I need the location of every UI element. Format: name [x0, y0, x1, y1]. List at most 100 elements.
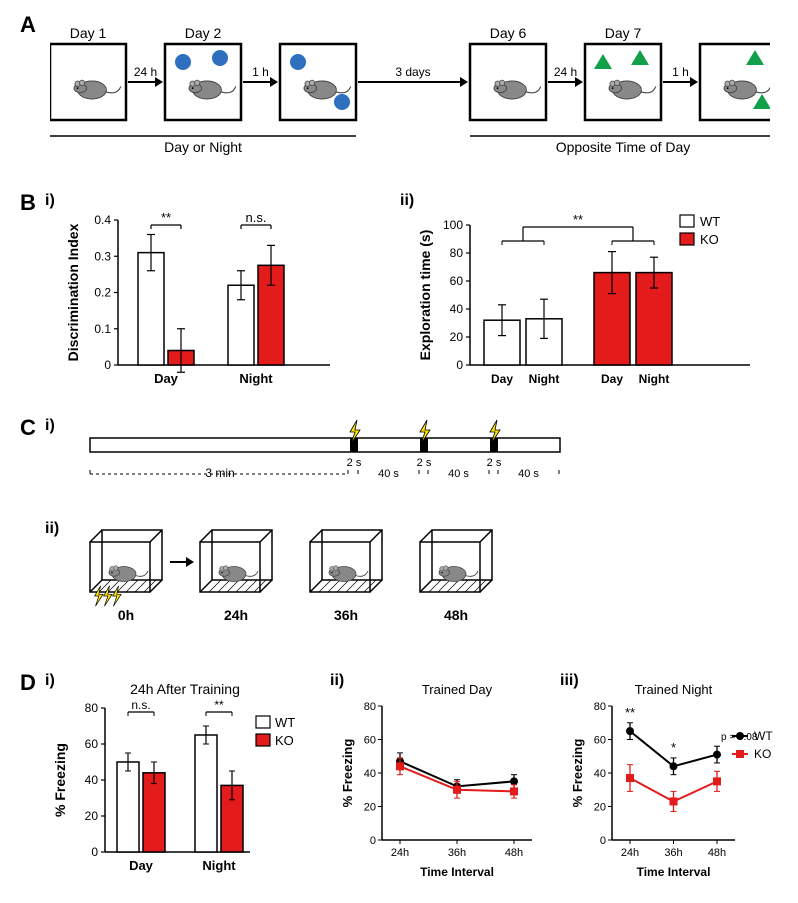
svg-text:Day 2: Day 2	[185, 25, 222, 41]
svg-text:40 s: 40 s	[378, 468, 399, 480]
svg-text:WT: WT	[275, 715, 295, 730]
svg-text:1 h: 1 h	[252, 65, 269, 79]
svg-text:Day or Night: Day or Night	[164, 139, 242, 155]
svg-text:n.s.: n.s.	[131, 698, 150, 712]
svg-text:**: **	[573, 212, 583, 227]
svg-text:% Freezing: % Freezing	[570, 739, 585, 808]
svg-text:Time Interval: Time Interval	[637, 865, 711, 879]
panel-b-i-label: i)	[45, 192, 55, 210]
svg-text:60: 60	[450, 274, 464, 288]
svg-text:60: 60	[364, 735, 376, 747]
svg-text:Day: Day	[154, 371, 179, 386]
panel-b-ii-label: ii)	[400, 192, 414, 210]
svg-text:**: **	[161, 210, 171, 225]
svg-text:0.3: 0.3	[94, 249, 111, 263]
svg-text:0: 0	[370, 835, 376, 847]
svg-text:36h: 36h	[448, 847, 466, 859]
svg-text:24h After Training: 24h After Training	[130, 681, 240, 697]
svg-text:20: 20	[594, 802, 606, 814]
svg-text:Night: Night	[529, 372, 560, 386]
svg-text:0.2: 0.2	[94, 286, 111, 300]
svg-text:100: 100	[443, 218, 463, 232]
svg-text:Discrimination Index: Discrimination Index	[65, 223, 81, 361]
svg-text:36h: 36h	[664, 847, 682, 859]
svg-text:Opposite Time of Day: Opposite Time of Day	[556, 139, 691, 155]
svg-text:3 days: 3 days	[395, 65, 430, 79]
panel-b-ii: 0 20 40 60 80 100 Exploration time (s) Day Night…	[415, 200, 755, 390]
svg-text:WT: WT	[754, 729, 773, 743]
svg-text:80: 80	[594, 701, 606, 713]
svg-text:Exploration time (s): Exploration time (s)	[417, 230, 433, 361]
svg-text:0h: 0h	[118, 607, 134, 623]
svg-text:KO: KO	[700, 232, 719, 247]
panel-b-i: 0 0.1 0.2 0.3 0.4 Discrimination Index Day ** Ni…	[60, 200, 340, 390]
svg-text:20: 20	[364, 802, 376, 814]
svg-text:2 s: 2 s	[417, 457, 432, 469]
panel-c-i: 2 s 40 s 2 s 40 s 2 s 40 s 3 min	[80, 418, 600, 503]
panel-d-i: 24h After Training 0 20 40 60 80 % Freezing Day…	[55, 680, 310, 880]
panel-c-i-label: i)	[45, 417, 55, 435]
svg-text:80: 80	[450, 246, 464, 260]
svg-text:20: 20	[450, 330, 464, 344]
svg-text:20: 20	[85, 809, 99, 823]
svg-text:**: **	[625, 705, 635, 720]
svg-text:Day: Day	[601, 372, 623, 386]
svg-text:60: 60	[85, 737, 99, 751]
svg-text:2 s: 2 s	[487, 457, 502, 469]
svg-text:0: 0	[456, 358, 463, 372]
svg-text:KO: KO	[754, 747, 771, 761]
svg-text:80: 80	[364, 701, 376, 713]
svg-text:% Freezing: % Freezing	[55, 743, 68, 817]
panel-d-i-label: i)	[45, 672, 55, 690]
svg-text:40 s: 40 s	[448, 468, 469, 480]
svg-text:Day: Day	[129, 858, 154, 873]
svg-text:3 min: 3 min	[205, 466, 234, 480]
svg-text:Night: Night	[639, 372, 670, 386]
svg-text:% Freezing: % Freezing	[340, 739, 355, 808]
svg-text:36h: 36h	[334, 607, 358, 623]
panel-c-label: C	[20, 415, 36, 441]
panel-a-label: A	[20, 12, 36, 38]
svg-text:Day: Day	[491, 372, 513, 386]
svg-text:48h: 48h	[505, 847, 523, 859]
svg-text:48h: 48h	[708, 847, 726, 859]
svg-text:60: 60	[594, 735, 606, 747]
svg-text:Trained Night: Trained Night	[635, 682, 713, 697]
svg-text:40 s: 40 s	[518, 468, 539, 480]
svg-text:24h: 24h	[224, 607, 248, 623]
svg-text:WT: WT	[700, 214, 720, 229]
panel-c-ii: 0h 24h 36h 48h	[80, 520, 560, 640]
svg-text:1 h: 1 h	[672, 65, 689, 79]
svg-text:Day 6: Day 6	[490, 25, 527, 41]
svg-text:24h: 24h	[391, 847, 409, 859]
svg-text:40: 40	[85, 773, 99, 787]
svg-text:Night: Night	[202, 858, 236, 873]
svg-text:24h: 24h	[621, 847, 639, 859]
svg-text:80: 80	[85, 701, 99, 715]
svg-text:24 h: 24 h	[134, 65, 157, 79]
svg-text:0: 0	[600, 835, 606, 847]
svg-text:**: **	[214, 698, 224, 712]
svg-text:48h: 48h	[444, 607, 468, 623]
svg-text:24 h: 24 h	[554, 65, 577, 79]
panel-d-iii: 0 20 40 60 80 24h 36h 48h Time Interval % Freezin…	[570, 680, 790, 880]
svg-text:n.s.: n.s.	[246, 210, 267, 225]
panel-d-ii: 0 20 40 60 80 24h 36h 48h Time Interval % Freezin…	[340, 680, 540, 880]
svg-text:40: 40	[364, 768, 376, 780]
svg-text:0: 0	[104, 358, 111, 372]
panel-c-ii-label: ii)	[45, 520, 59, 538]
svg-text:Day 1: Day 1	[70, 25, 107, 41]
svg-text:40: 40	[450, 302, 464, 316]
svg-text:Trained Day: Trained Day	[422, 682, 493, 697]
svg-text:0: 0	[91, 845, 98, 859]
svg-text:40: 40	[594, 768, 606, 780]
svg-text:Night: Night	[239, 371, 273, 386]
svg-text:0.4: 0.4	[94, 213, 111, 227]
svg-text:Day 7: Day 7	[605, 25, 642, 41]
panel-b-label: B	[20, 190, 36, 216]
panel-d-label: D	[20, 670, 36, 696]
svg-text:0.1: 0.1	[94, 322, 111, 336]
svg-text:Time Interval: Time Interval	[420, 865, 494, 879]
panel-a: Day 1 Day 2 Day 6 Day 7 24 h 1 h 3 days 24 h 1 h…	[50, 20, 770, 175]
svg-text:2 s: 2 s	[347, 457, 362, 469]
